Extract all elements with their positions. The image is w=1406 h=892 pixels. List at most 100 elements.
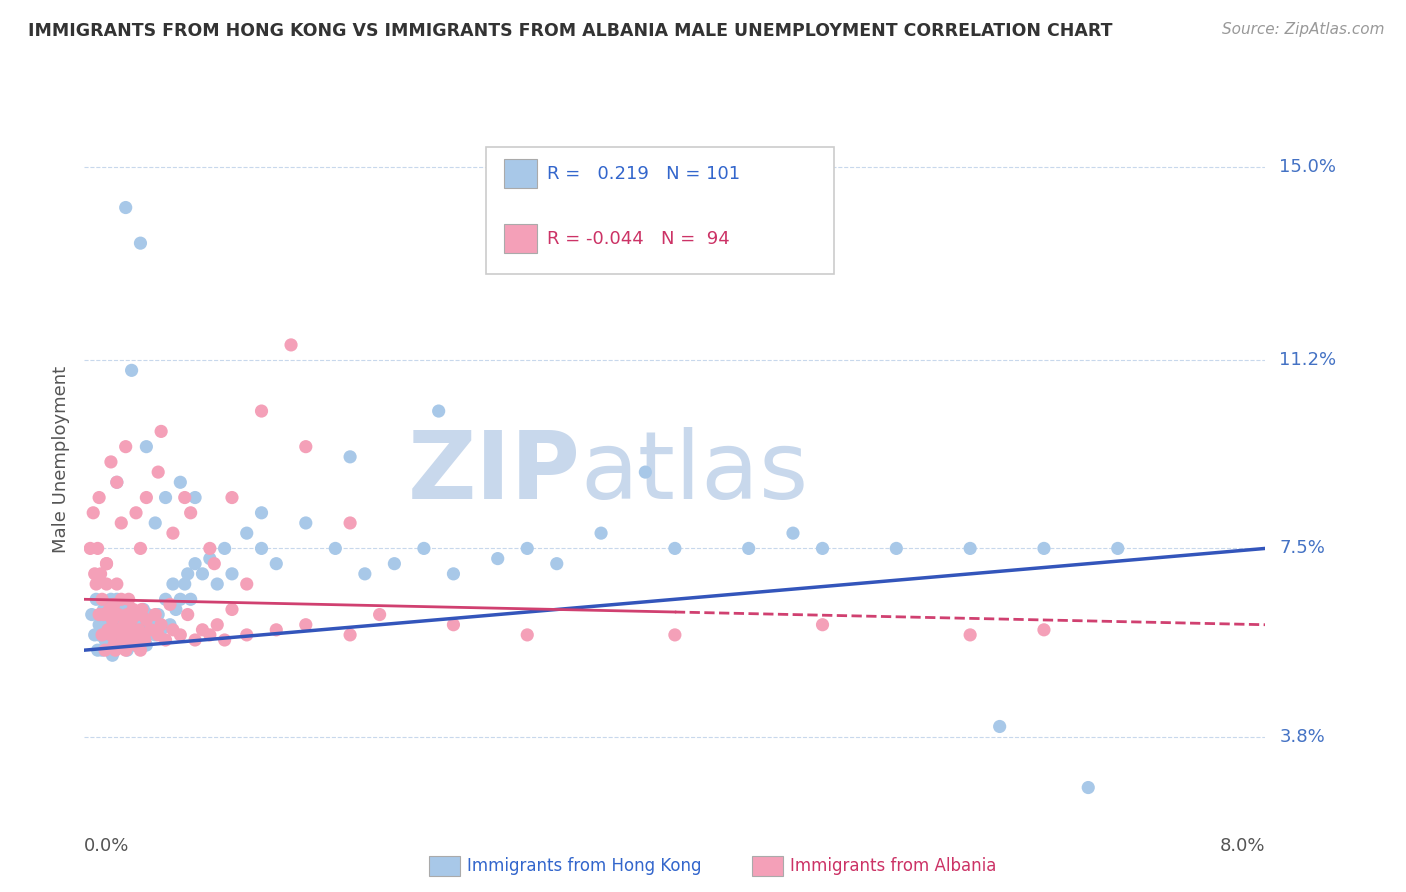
Point [266, 557, 288, 571]
Point [368, 607, 391, 622]
Point [634, 465, 657, 479]
Point [295, 516, 318, 530]
Point [87, 617, 111, 632]
Point [96, 638, 118, 652]
Point [122, 602, 145, 616]
Point [516, 628, 538, 642]
Point [782, 526, 804, 541]
Point [111, 623, 134, 637]
Point [124, 628, 146, 642]
Point [107, 613, 129, 627]
Point [129, 541, 152, 556]
Point [131, 623, 153, 637]
Point [443, 566, 465, 581]
Text: ZIP: ZIP [408, 427, 581, 519]
Point [124, 638, 146, 652]
Point [214, 632, 236, 647]
Point [91, 628, 114, 642]
Point [191, 566, 214, 581]
Point [105, 475, 128, 490]
Point [413, 541, 436, 556]
Point [93, 607, 115, 622]
Point [143, 516, 166, 530]
Point [354, 566, 377, 581]
Point [98, 628, 121, 642]
Point [103, 598, 125, 612]
Point [323, 541, 347, 556]
Point [180, 592, 202, 607]
Point [207, 577, 229, 591]
Point [129, 632, 152, 647]
Point [114, 643, 136, 657]
Point [250, 541, 273, 556]
Point [98, 602, 121, 616]
Point [159, 598, 181, 612]
Point [384, 557, 406, 571]
Point [91, 592, 114, 607]
Point [177, 566, 200, 581]
Point [120, 632, 142, 647]
Bar [503, 225, 537, 253]
Point [121, 613, 143, 627]
Text: 7.5%: 7.5% [1279, 540, 1326, 558]
Point [811, 617, 834, 632]
Point [169, 475, 191, 490]
Point [79, 541, 101, 556]
Point [221, 602, 243, 616]
Point [150, 623, 173, 637]
Point [105, 475, 128, 490]
Text: 3.8%: 3.8% [1279, 728, 1324, 746]
Point [207, 617, 229, 632]
Point [250, 506, 273, 520]
Point [93, 602, 115, 616]
Point [112, 602, 135, 616]
Point [122, 623, 145, 637]
Point [165, 602, 187, 616]
Point [97, 617, 120, 632]
Point [100, 592, 122, 607]
Point [214, 541, 236, 556]
FancyBboxPatch shape [486, 147, 834, 274]
Point [266, 623, 288, 637]
Point [162, 577, 184, 591]
Point [250, 404, 273, 418]
Point [135, 613, 157, 627]
Point [162, 623, 184, 637]
Point [169, 592, 191, 607]
Point [100, 455, 122, 469]
Point [198, 541, 221, 556]
Point [103, 607, 125, 622]
Point [84, 577, 107, 591]
Point [148, 628, 170, 642]
Point [139, 623, 162, 637]
Point [101, 648, 124, 663]
Point [591, 526, 613, 541]
Point [150, 425, 173, 439]
Point [1077, 780, 1099, 795]
Point [105, 592, 128, 607]
Point [96, 557, 118, 571]
Text: 8.0%: 8.0% [1220, 837, 1265, 855]
Point [94, 632, 117, 647]
Point [114, 607, 136, 622]
Point [173, 491, 195, 505]
Point [108, 628, 131, 642]
Point [128, 623, 150, 637]
Text: Immigrants from Hong Kong: Immigrants from Hong Kong [467, 857, 702, 875]
Point [177, 607, 200, 622]
Point [120, 628, 142, 642]
Point [110, 516, 132, 530]
Text: R =   0.219   N = 101: R = 0.219 N = 101 [547, 165, 741, 183]
Point [738, 541, 761, 556]
Point [280, 338, 302, 352]
Point [114, 628, 136, 642]
Point [135, 638, 157, 652]
Point [103, 638, 125, 652]
Point [135, 491, 157, 505]
Point [87, 491, 111, 505]
Point [516, 541, 538, 556]
Point [107, 607, 129, 622]
Point [136, 607, 159, 622]
Point [339, 450, 361, 464]
Bar [503, 160, 537, 188]
